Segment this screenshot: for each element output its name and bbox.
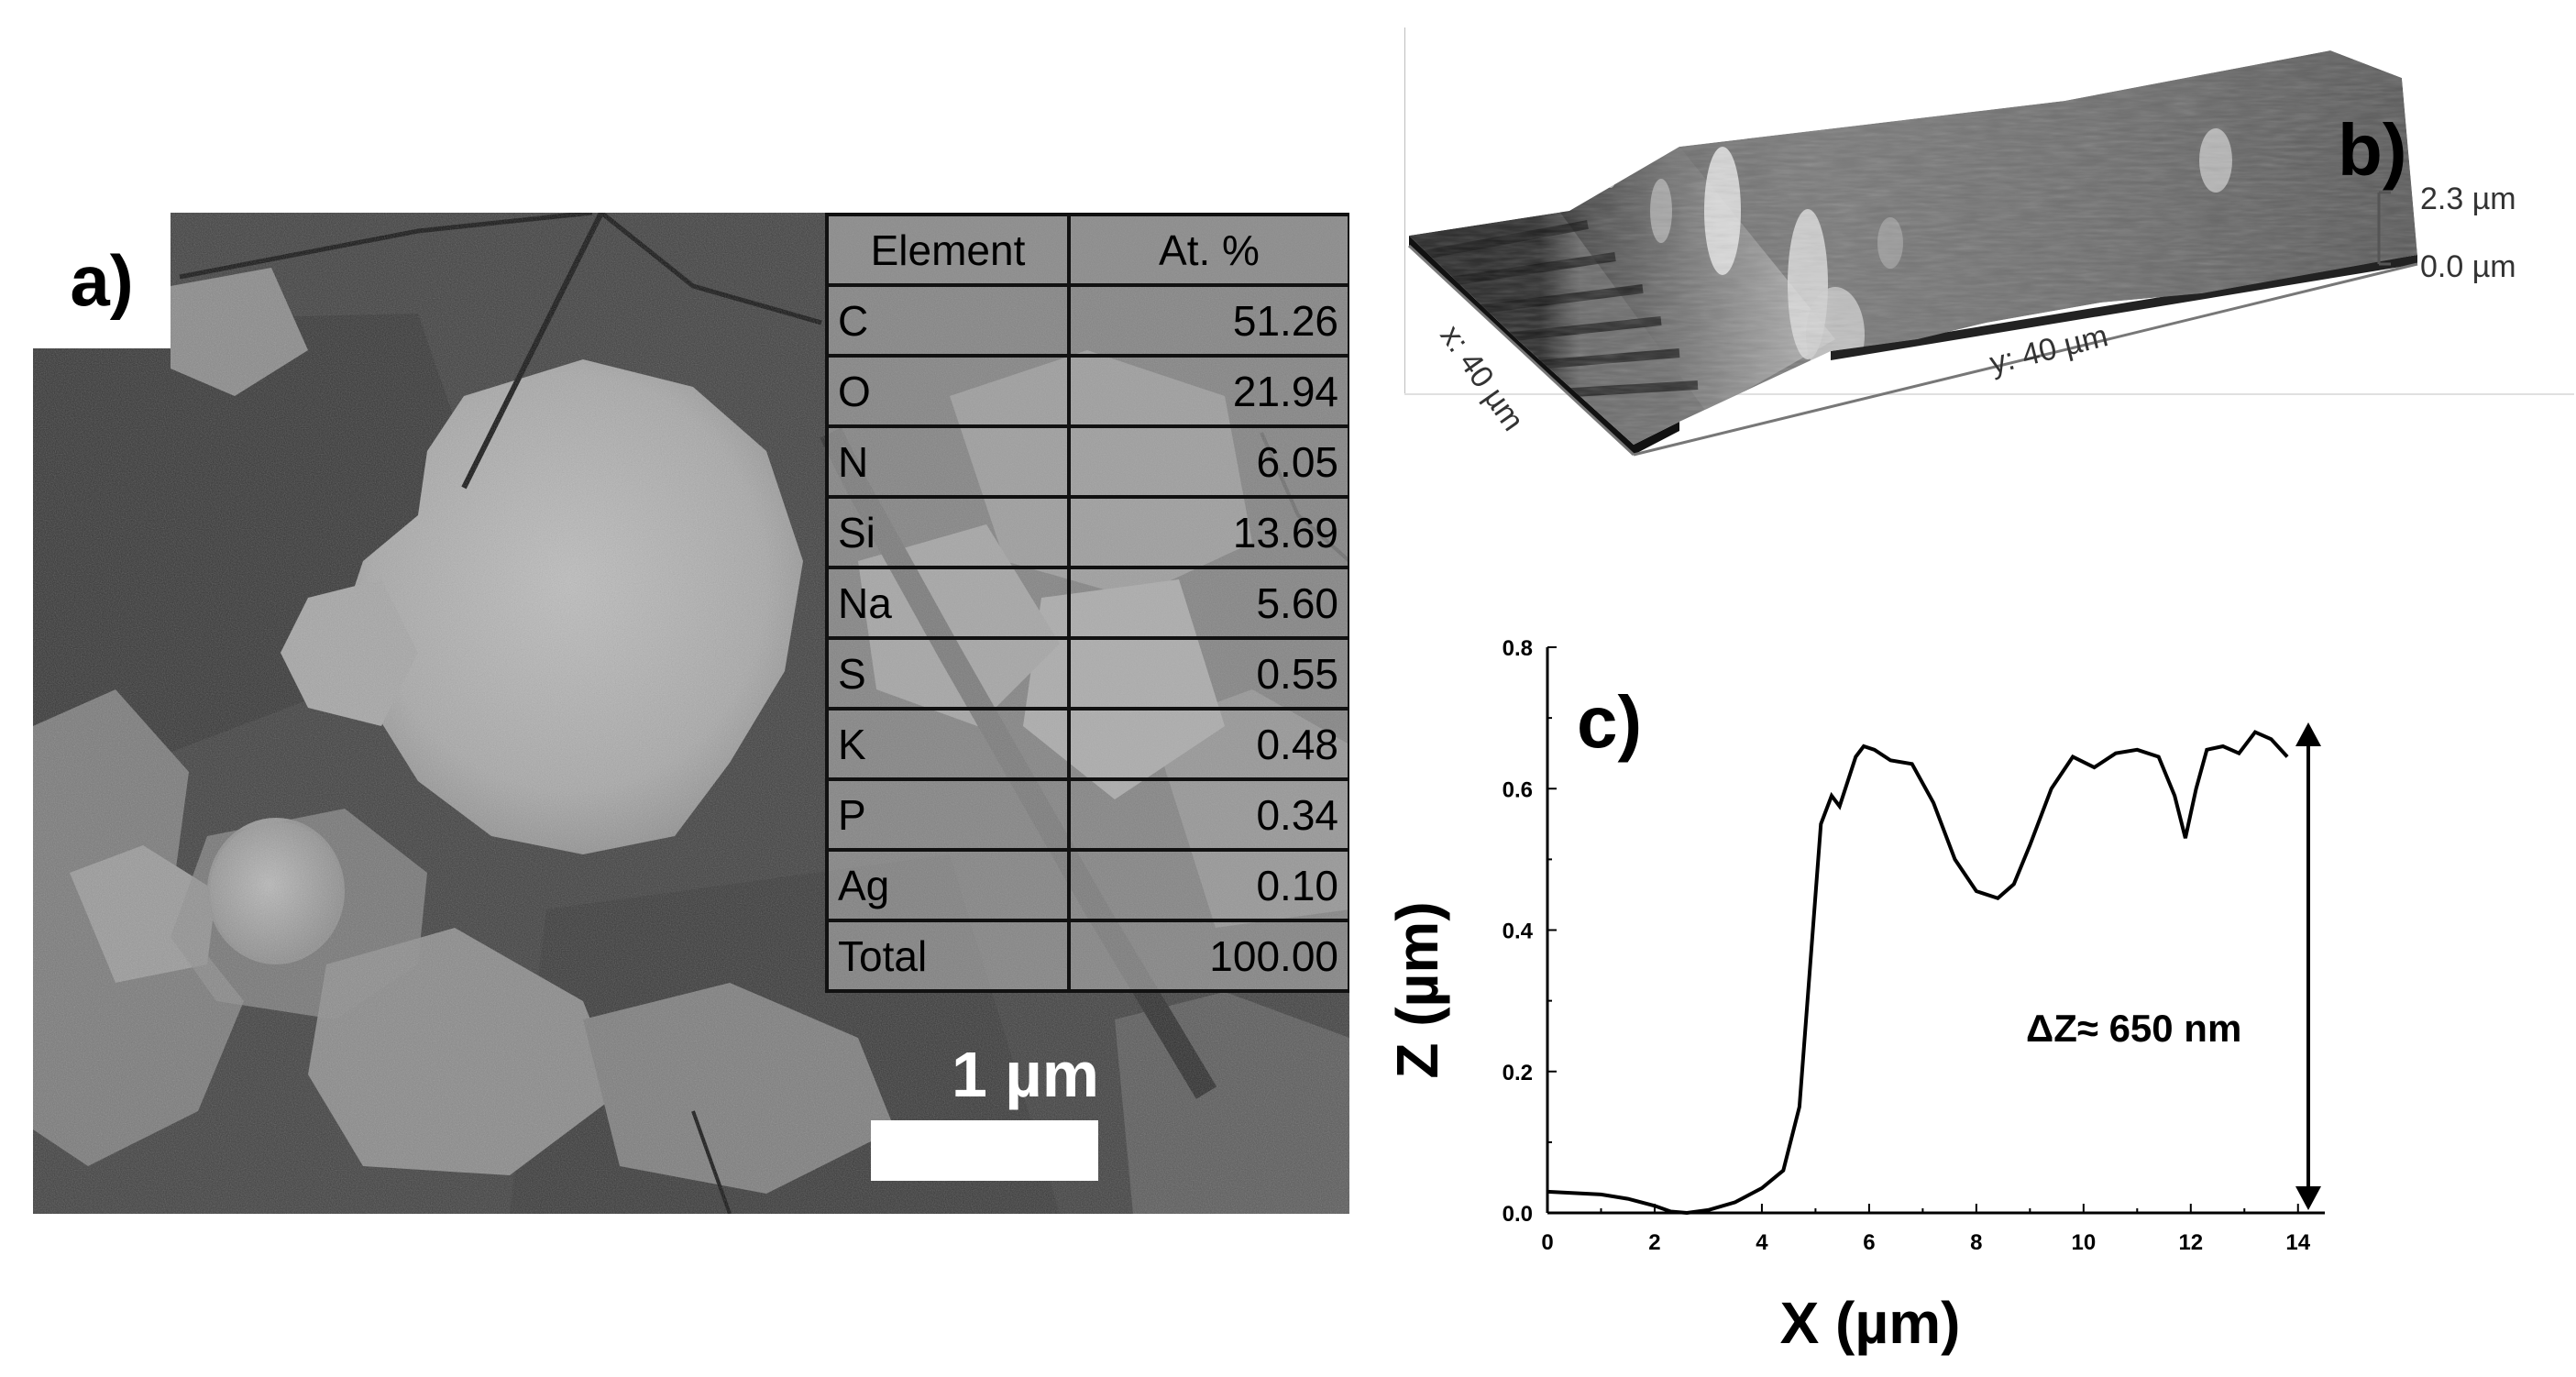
value-cell: 0.10 [1067,848,1349,922]
sem-image-panel: a) Element At. % C 51.26 O 21.94 N 6.05 Si 1… [33,213,1349,1214]
table-row: N 6.05 [825,424,1349,499]
delta-z-arrow [2295,722,2321,1210]
edx-composition-table: Element At. % C 51.26 O 21.94 N 6.05 Si 13.6… [825,213,1349,993]
table-row: K 0.48 [825,707,1349,781]
panel-a-label: a) [33,213,171,348]
table-row: Ag 0.10 [825,848,1349,922]
y-tick-label: 0.2 [1503,1061,1533,1085]
value-cell: 21.94 [1067,354,1349,428]
afm-z-min-label: 0.0 µm [2420,249,2516,284]
value-cell: 100.00 [1067,919,1349,993]
value-cell: 5.60 [1067,566,1349,640]
table-row: O 21.94 [825,354,1349,428]
element-cell: S [825,636,1071,711]
x-tick-label: 6 [1863,1230,1875,1255]
y-tick-label: 0.6 [1503,777,1533,802]
element-cell: C [825,283,1071,358]
element-cell: N [825,424,1071,499]
x-ticks: 0 2 4 6 8 10 12 14 [1541,1204,2311,1255]
chart-axes [1546,647,2325,1215]
afm-z-max-label: 2.3 µm [2420,182,2516,216]
panel-b-label: b) [2338,109,2407,191]
table-row: Total 100.00 [825,919,1349,993]
x-tick-label: 12 [2178,1230,2203,1255]
element-cell: K [825,707,1071,781]
x-axis-title: X (µm) [1780,1290,1961,1356]
arrow-head-top [2295,722,2321,746]
table-row: Na 5.60 [825,566,1349,640]
element-cell: Na [825,566,1071,640]
value-cell: 13.69 [1067,495,1349,569]
x-tick-label: 0 [1541,1230,1553,1255]
element-cell: O [825,354,1071,428]
x-tick-label: 14 [2285,1230,2310,1255]
x-tick-label: 4 [1756,1230,1768,1255]
scale-bar-label: 1 µm [952,1039,1099,1110]
column-header-element: Element [825,213,1071,287]
y-axis-title: Z (µm) [1384,901,1450,1078]
x-tick-label: 10 [2071,1230,2096,1255]
x-tick-label: 2 [1648,1230,1660,1255]
delta-z-annotation: ΔZ≈ 650 nm [2026,1007,2241,1050]
column-header-at-percent: At. % [1067,213,1349,287]
element-cell: Total [825,919,1071,993]
y-tick-label: 0.0 [1503,1202,1533,1227]
element-cell: Ag [825,848,1071,922]
value-cell: 0.34 [1067,777,1349,852]
table-row: Si 13.69 [825,495,1349,569]
value-cell: 51.26 [1067,283,1349,358]
scale-bar [871,1120,1098,1181]
arrow-head-bottom [2295,1186,2321,1210]
value-cell: 0.48 [1067,707,1349,781]
y-ticks: 0.0 0.2 0.4 0.6 0.8 [1503,636,1557,1227]
value-cell: 0.55 [1067,636,1349,711]
table-row: C 51.26 [825,283,1349,358]
value-cell: 6.05 [1067,424,1349,499]
panel-c-label: c) [1577,681,1643,763]
x-tick-label: 8 [1970,1230,1982,1255]
line-profile-chart: 0 2 4 6 8 10 12 14 0.0 0.2 0.4 0.6 0.8 ΔZ≈ 650 nm X… [1384,636,2325,1356]
table-row: S 0.55 [825,636,1349,711]
element-cell: P [825,777,1071,852]
element-cell: Si [825,495,1071,569]
y-tick-label: 0.8 [1503,636,1533,661]
table-row: P 0.34 [825,777,1349,852]
y-tick-label: 0.4 [1503,920,1534,944]
table-header-row: Element At. % [825,213,1349,287]
afm-3d-topography: x: 40 µm y: 40 µm 2.3 µm 0.0 µm [1404,28,2574,457]
profile-series-line [1547,730,2289,1216]
